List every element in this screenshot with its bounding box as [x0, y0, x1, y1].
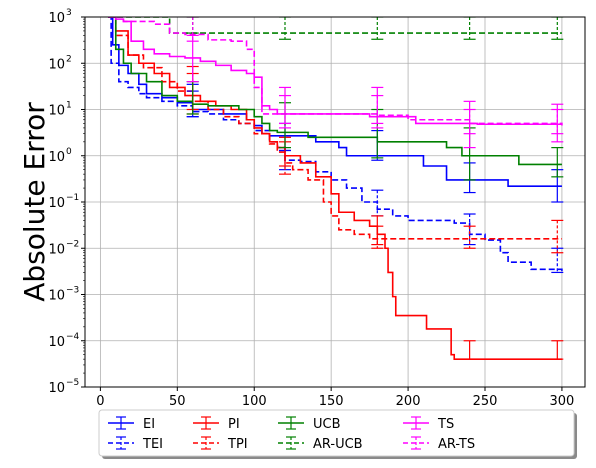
series-line-tei: [108, 17, 563, 273]
error-bar-ts: [463, 100, 476, 149]
legend-label: AR-TS: [438, 437, 475, 452]
y-tick-exponent: 3: [66, 8, 72, 18]
series-line-pi: [108, 17, 562, 360]
legend-item-ei: EI: [108, 416, 155, 432]
series-line-ar-ts: [108, 17, 563, 126]
legend-label: TPI: [227, 437, 248, 452]
legend-label: AR-UCB: [313, 437, 363, 452]
series-line-ts: [108, 17, 562, 126]
legend-label: EI: [143, 417, 155, 432]
series-line-ei: [108, 17, 562, 187]
legend: EI TEI PI TPI UCB AR-UCB TS AR-TS: [98, 409, 577, 459]
error-bar-tei: [463, 213, 476, 246]
error-bar-ar-ucb: [279, 17, 291, 40]
y-tick-exponent: −2: [66, 239, 79, 249]
x-tick-label: 150: [319, 394, 344, 409]
y-tick-label: 10: [48, 196, 65, 211]
grid: [85, 16, 585, 388]
error-bar-tei: [371, 189, 384, 217]
legend-item-ucb: UCB: [278, 416, 341, 432]
error-bars: [186, 17, 564, 360]
y-axis-label: Absolute Error: [18, 102, 51, 302]
y-tick-label: 10: [48, 242, 65, 257]
plot-series: [108, 17, 563, 360]
y-tick-exponent: 1: [66, 101, 72, 111]
y-tick-label: 10: [48, 57, 65, 72]
error-bar-ucb: [551, 147, 564, 178]
x-tick-label: 200: [396, 394, 421, 409]
error-bar-pi: [463, 340, 476, 360]
error-bar-ar-ts: [186, 17, 199, 42]
legend-label: UCB: [313, 417, 341, 432]
x-tick-label: 0: [96, 394, 104, 409]
y-tick-exponent: −1: [66, 193, 79, 203]
error-bar-ar-ts: [371, 94, 384, 129]
error-bar-tpi: [371, 225, 384, 249]
y-tick-exponent: 0: [66, 147, 72, 157]
error-bar-pi: [551, 340, 564, 360]
x-tick-label: 250: [473, 394, 498, 409]
legend-item-ts: TS: [403, 416, 454, 432]
legend-item-tei: TEI: [108, 436, 163, 452]
y-tick-exponent: −4: [66, 332, 80, 342]
error-bar-tpi: [551, 219, 564, 254]
legend-item-ar-ts: AR-TS: [403, 436, 475, 452]
legend-item-pi: PI: [193, 416, 240, 432]
series-line-ar-ucb: [108, 17, 562, 34]
x-tick-label: 300: [550, 394, 575, 409]
legend-box: [98, 409, 575, 457]
y-tick-exponent: 2: [66, 54, 72, 64]
x-tick-label: 50: [169, 394, 186, 409]
y-tick-label: 10: [48, 289, 65, 304]
error-bar-ar-ts: [463, 108, 476, 135]
series-line-tpi: [108, 17, 562, 240]
error-bar-tpi: [463, 225, 476, 249]
y-tick-exponent: −5: [66, 378, 79, 388]
y-tick-label: 10: [48, 104, 65, 119]
legend-item-tpi: TPI: [193, 436, 248, 452]
error-bar-ar-ucb: [371, 17, 384, 40]
y-tick-label: 10: [48, 150, 65, 165]
x-tick-label: 100: [242, 394, 267, 409]
legend-item-ar-ucb: AR-UCB: [278, 436, 363, 452]
y-tick-label: 10: [48, 11, 65, 26]
error-bar-ts: [186, 34, 199, 83]
legend-label: TS: [437, 417, 454, 432]
error-bar-ar-ucb: [463, 17, 476, 40]
x-axis: 0 50 100 150 200 250 300: [96, 387, 574, 409]
y-tick-label: 10: [48, 381, 65, 396]
y-tick-exponent: −3: [66, 286, 79, 296]
series-line-ucb: [108, 17, 562, 166]
y-tick-label: 10: [48, 335, 65, 350]
error-bar-pi: [371, 215, 384, 246]
legend-label: PI: [228, 417, 240, 432]
legend-label: TEI: [142, 437, 163, 452]
error-bar-ar-ts: [551, 108, 564, 135]
error-bar-ar-ucb: [551, 17, 564, 40]
error-bar-ar-ts: [279, 94, 291, 129]
